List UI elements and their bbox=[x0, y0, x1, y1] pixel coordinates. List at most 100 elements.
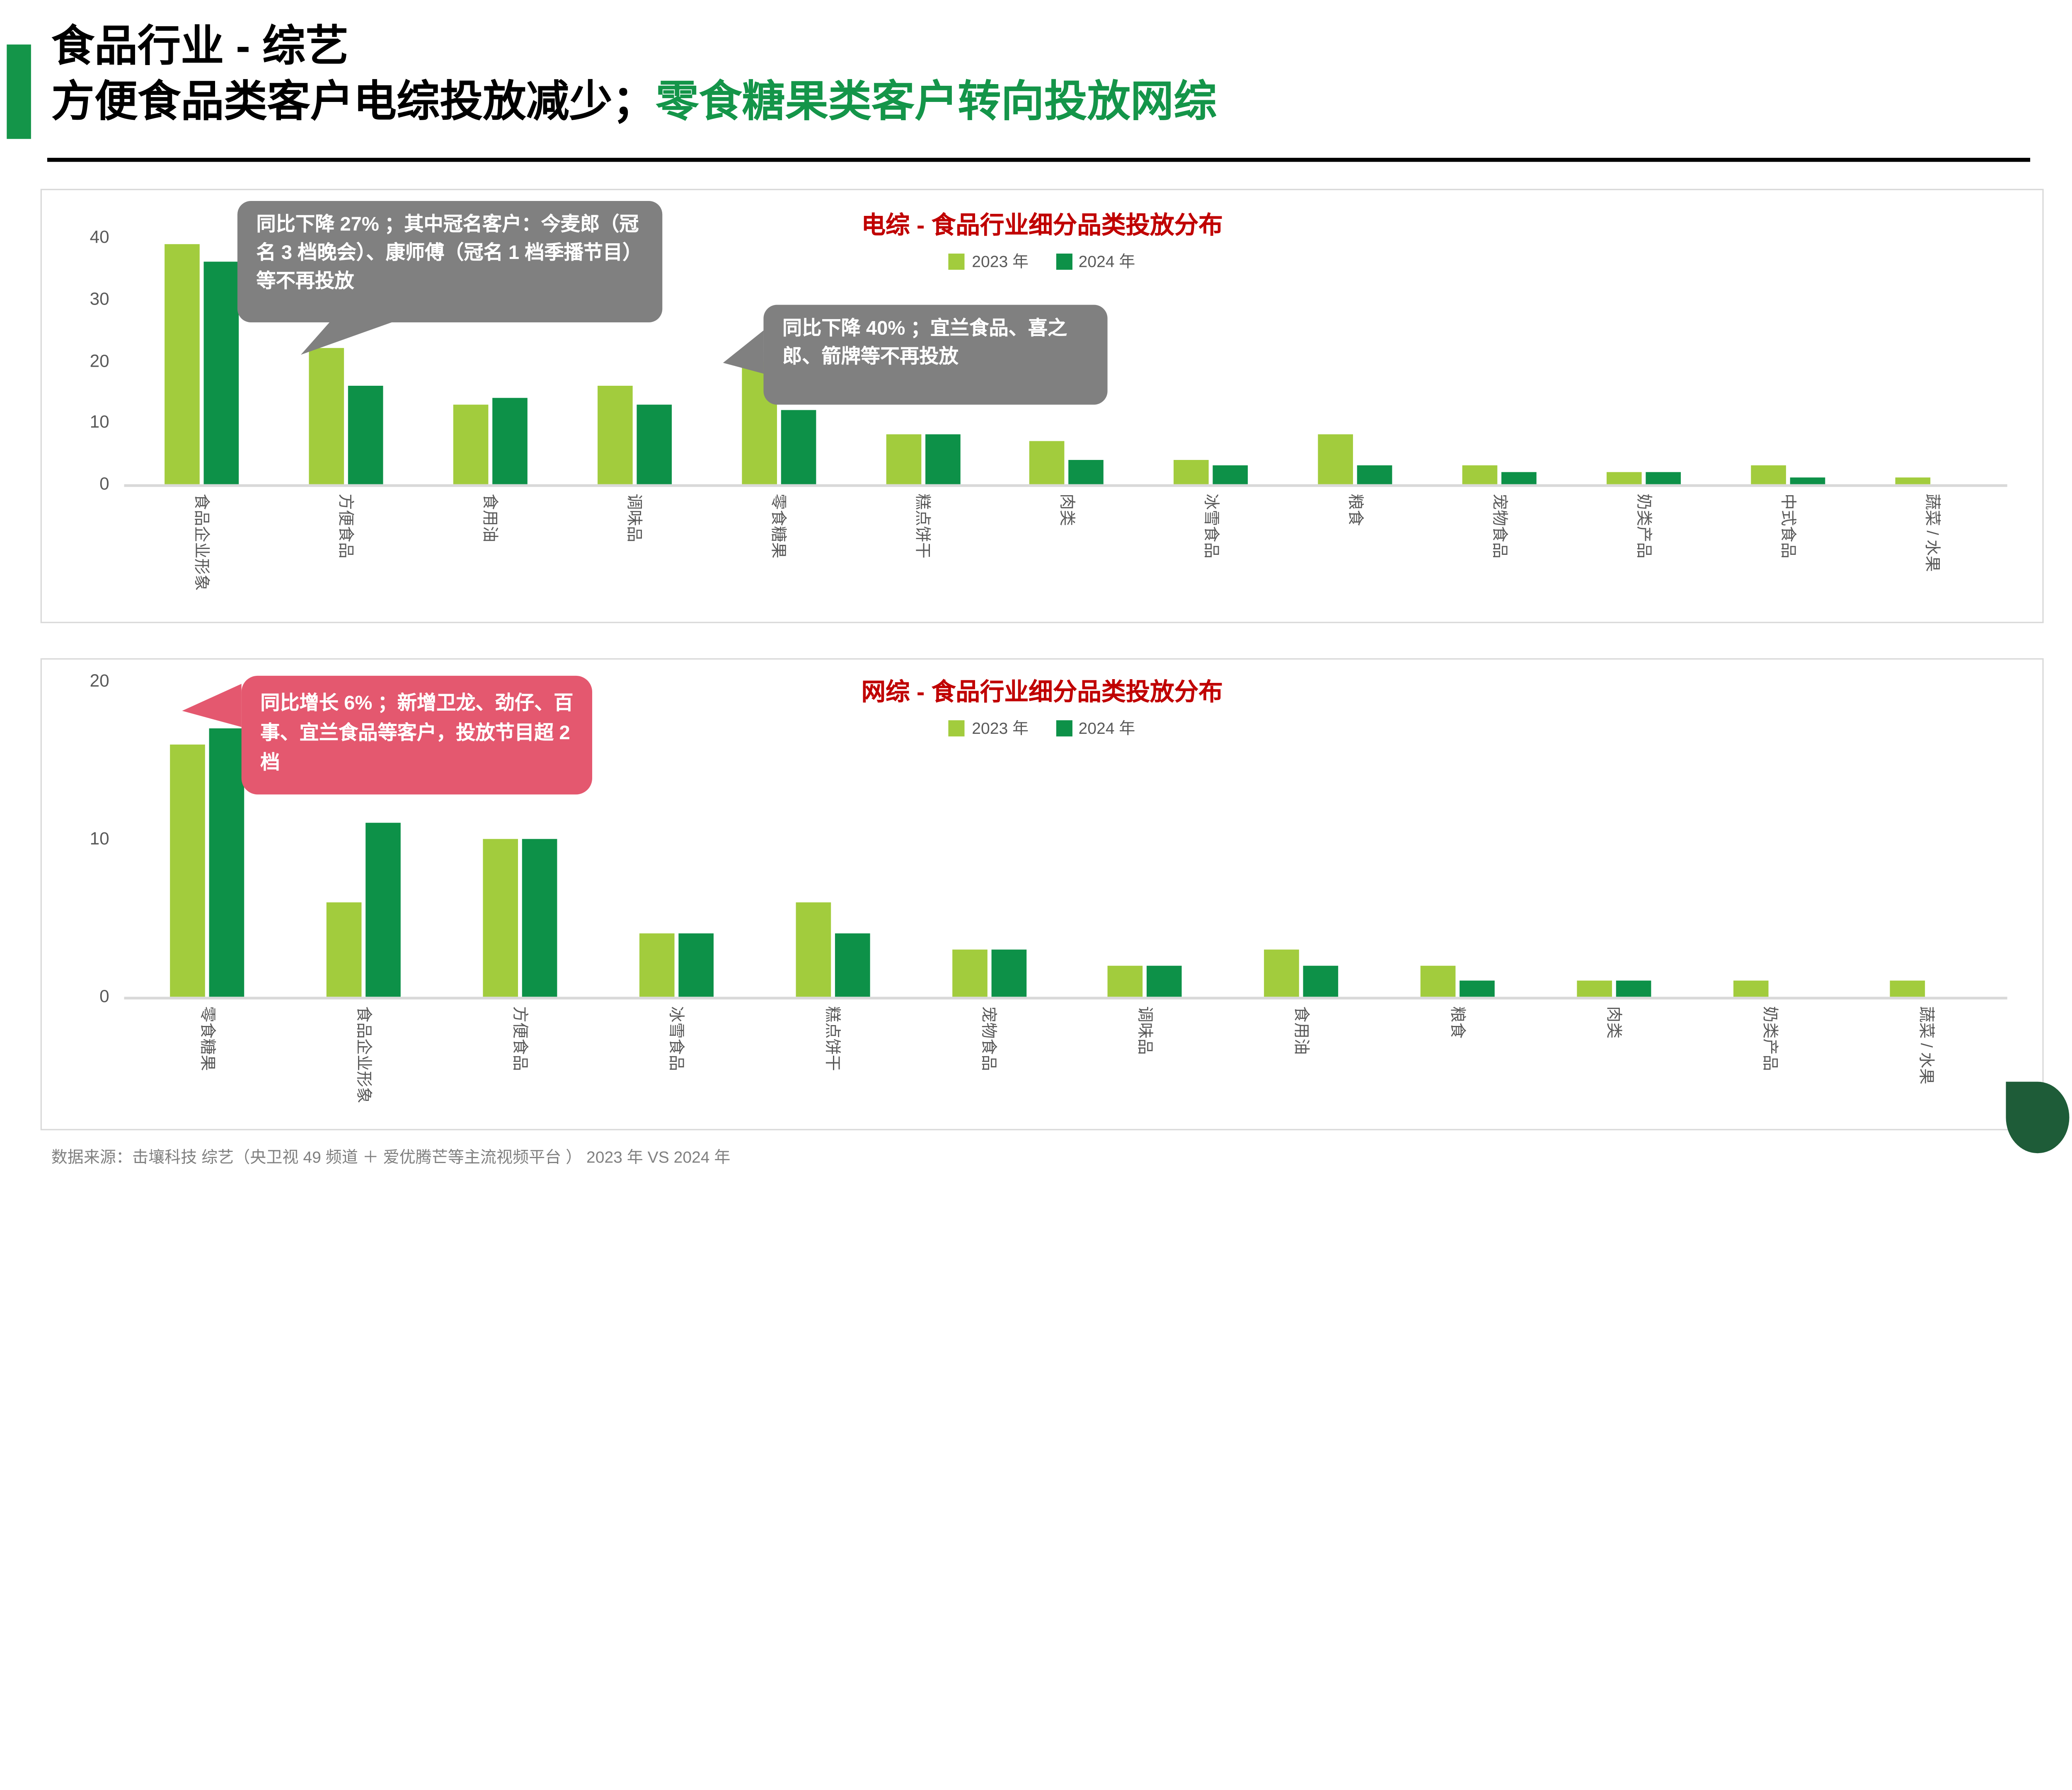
category-slot: 食用油 bbox=[418, 237, 562, 542]
bar-2023 年-食用油 bbox=[1264, 949, 1300, 997]
bar-2024 年-冰雪食品 bbox=[678, 934, 714, 997]
bar-2023 年-方便食品 bbox=[309, 348, 344, 484]
bar-2023 年-肉类 bbox=[1576, 981, 1612, 997]
legend-chip-2023 bbox=[949, 253, 965, 269]
bar-2023 年-调味品 bbox=[1108, 965, 1143, 997]
bar-2023 年-奶类产品 bbox=[1607, 472, 1642, 484]
bar-2024 年-糕点饼干 bbox=[925, 435, 960, 484]
legend-item-2024: 2024 年 bbox=[1055, 716, 1135, 739]
callout-decline-27: 同比下降 27% ；其中冠名客户：今麦郎（冠名 3 档晚会）、康师傅（冠名 1 … bbox=[237, 201, 663, 322]
category-label: 粮食 bbox=[1448, 1006, 1467, 1039]
legend-item-2024: 2024 年 bbox=[1055, 249, 1135, 272]
y-tick-20: 20 bbox=[90, 670, 109, 691]
x-axis-line bbox=[124, 997, 2007, 1000]
bar-2024 年-宠物食品 bbox=[1501, 472, 1537, 484]
y-axis: 0 10 20 bbox=[42, 670, 117, 1006]
bar-2024 年-零食糖果 bbox=[209, 728, 245, 997]
category-slot: 方便食品 bbox=[442, 681, 598, 1071]
category-label: 方便食品 bbox=[336, 493, 356, 559]
category-slot: 奶类产品 bbox=[1572, 237, 1716, 559]
legend-label-2023: 2023 年 bbox=[972, 719, 1029, 738]
category-label: 蔬菜 / 水果 bbox=[1923, 493, 1942, 572]
header: 食品行业 - 综艺 方便食品类客户电综投放减少；零食糖果类客户转向投放网综 bbox=[51, 19, 2021, 130]
subtitle-black: 方便食品类客户电综投放减少； bbox=[51, 77, 656, 126]
category-label: 奶类产品 bbox=[1634, 493, 1653, 559]
bar-2023 年-冰雪食品 bbox=[639, 934, 675, 997]
category-label: 食用油 bbox=[1292, 1006, 1311, 1055]
category-slot: 食品企业形象 bbox=[286, 681, 442, 1103]
bar-2023 年-粮食 bbox=[1420, 965, 1456, 997]
category-slot: 调味品 bbox=[1067, 681, 1223, 1055]
x-axis-line bbox=[124, 484, 2007, 487]
bar-2024 年-食用油 bbox=[492, 398, 528, 484]
legend-item-2023: 2023 年 bbox=[949, 249, 1029, 272]
category-label: 奶类产品 bbox=[1760, 1006, 1780, 1071]
category-slot: 蔬菜 / 水果 bbox=[1848, 681, 2004, 1084]
page-title: 食品行业 - 综艺 bbox=[51, 19, 2021, 74]
y-tick-20: 20 bbox=[90, 350, 109, 370]
category-label: 零食糖果 bbox=[769, 493, 788, 559]
bar-2023 年-蔬菜 / 水果 bbox=[1889, 981, 1924, 997]
bar-2024 年-糕点饼干 bbox=[835, 934, 870, 997]
bar-2023 年-糕点饼干 bbox=[795, 902, 831, 997]
bar-2023 年-冰雪食品 bbox=[1174, 460, 1209, 484]
bar-2024 年-调味品 bbox=[636, 404, 672, 484]
category-slot: 宠物食品 bbox=[1428, 237, 1572, 559]
legend-label-2024: 2024 年 bbox=[1078, 719, 1135, 738]
category-label: 零食糖果 bbox=[198, 1006, 217, 1071]
y-tick-0: 0 bbox=[99, 986, 109, 1006]
category-slot: 中式食品 bbox=[1716, 237, 1860, 559]
page-title-text: 食品行业 - 综艺 bbox=[51, 22, 349, 70]
bar-2023 年-肉类 bbox=[1030, 441, 1065, 484]
y-tick-40: 40 bbox=[90, 226, 109, 247]
chart-title-tv: 电综 - 食品行业细分品类投放分布 bbox=[861, 212, 1223, 239]
chart-panel-tv: 电综 - 食品行业细分品类投放分布 2023 年 2024 年 0 10 20 30 4… bbox=[40, 189, 2044, 623]
bar-2024 年-冰雪食品 bbox=[1213, 465, 1249, 484]
category-label: 宠物食品 bbox=[979, 1006, 999, 1071]
legend-label-2024: 2024 年 bbox=[1078, 252, 1135, 271]
legend-chip-2023 bbox=[949, 719, 965, 736]
bar-slots: 食品企业形象 方便食品 食用油 调味品 零食糖果 糕点饼干 肉类 冰雪食品 粮食 宠物食品 奶类产品… bbox=[130, 237, 2005, 591]
callout-decline-40-text: 同比下降 40% ；宜兰食品、喜之郎、箭牌等不再投放 bbox=[782, 318, 1067, 368]
category-slot: 糕点饼干 bbox=[851, 237, 995, 559]
category-label: 粮食 bbox=[1346, 493, 1365, 526]
legend-label-2023: 2023 年 bbox=[972, 252, 1029, 271]
bar-2024 年-调味品 bbox=[1147, 965, 1182, 997]
bar-slots: 零食糖果 食品企业形象 方便食品 冰雪食品 糕点饼干 宠物食品 调味品 食用油 粮食 肉类 奶类产品… bbox=[130, 681, 2005, 1103]
bar-2024 年-奶类产品 bbox=[1646, 472, 1681, 484]
category-label: 调味品 bbox=[1135, 1006, 1155, 1055]
category-slot: 肉类 bbox=[1536, 681, 1692, 1039]
bar-2024 年-中式食品 bbox=[1790, 478, 1825, 484]
bar-2024 年-食用油 bbox=[1303, 965, 1339, 997]
category-slot: 方便食品 bbox=[274, 237, 418, 559]
category-label: 肉类 bbox=[1604, 1006, 1624, 1039]
bar-2024 年-粮食 bbox=[1357, 465, 1393, 484]
category-label: 食用油 bbox=[480, 493, 500, 542]
category-slot: 冰雪食品 bbox=[1139, 237, 1283, 559]
legend-item-2023: 2023 年 bbox=[949, 716, 1029, 739]
bar-2023 年-中式食品 bbox=[1751, 465, 1786, 484]
callout-growth-6-tail bbox=[182, 684, 242, 727]
category-label: 糕点饼干 bbox=[913, 493, 932, 559]
legend-chip-2024 bbox=[1055, 253, 1072, 269]
category-label: 蔬菜 / 水果 bbox=[1917, 1006, 1936, 1085]
bar-2023 年-方便食品 bbox=[483, 839, 518, 997]
legend-chip-2024 bbox=[1055, 719, 1072, 736]
bar-2023 年-调味品 bbox=[597, 385, 632, 484]
callout-decline-27-text: 同比下降 27% ；其中冠名客户：今麦郎（冠名 3 档晚会）、康师傅（冠名 1 … bbox=[256, 214, 642, 293]
bar-2023 年-零食糖果 bbox=[170, 744, 206, 997]
category-slot: 调味品 bbox=[562, 237, 707, 542]
callout-growth-6-text: 同比增长 6% ；新增卫龙、劲仔、百事、宜兰食品等客户，投放节目超 2 档 bbox=[260, 693, 574, 774]
y-tick-0: 0 bbox=[99, 473, 109, 494]
chart-panel-web: 网综 - 食品行业细分品类投放分布 2023 年 2024 年 0 10 20 零食… bbox=[40, 658, 2044, 1130]
category-slot: 食用油 bbox=[1223, 681, 1380, 1055]
category-label: 宠物食品 bbox=[1490, 493, 1509, 559]
slide: 食品行业 - 综艺 方便食品类客户电综投放减少；零食糖果类客户转向投放网综 电综… bbox=[7, 19, 2070, 1166]
category-slot: 蔬菜 / 水果 bbox=[1860, 237, 2004, 572]
subtitle-green: 零食糖果类客户转向投放网综 bbox=[656, 77, 1217, 126]
bar-2024 年-方便食品 bbox=[522, 839, 557, 997]
callout-decline-40: 同比下降 40% ；宜兰食品、喜之郎、箭牌等不再投放 bbox=[763, 305, 1108, 405]
bar-2024 年-肉类 bbox=[1069, 460, 1104, 484]
bar-2023 年-食用油 bbox=[453, 404, 488, 484]
callout-decline-27-tail bbox=[300, 319, 399, 355]
